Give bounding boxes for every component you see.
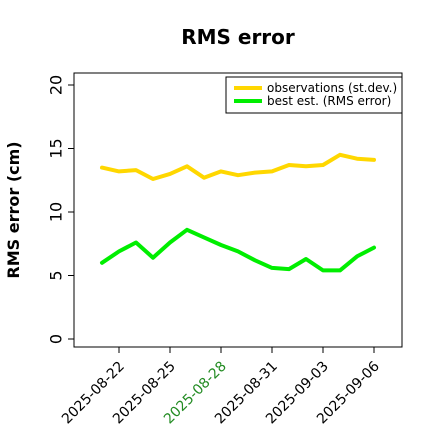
series-lines (100, 152, 376, 273)
legend: observations (st.dev.) best est. (RMS er… (225, 76, 403, 114)
y-tick-label: 15 (47, 138, 66, 158)
chart-title: RMS error (181, 25, 295, 49)
legend-label-best-est: best est. (RMS error) (267, 94, 391, 108)
x-axis: 2025-08-222025-08-252025-08-282025-08-31… (59, 347, 383, 427)
plot-area-frame (73, 72, 403, 348)
y-tick-label: 0 (47, 334, 66, 344)
y-tick-label: 5 (47, 270, 66, 280)
y-tick-label: 20 (47, 75, 66, 95)
legend-label-observations: observations (st.dev.) (267, 81, 397, 95)
y-tick-label: 10 (47, 202, 66, 222)
y-axis: 0 5 10 15 20 (47, 75, 74, 344)
legend-box (225, 76, 403, 114)
y-axis-label: RMS error (cm) (4, 141, 23, 278)
series-line-best-est (100, 227, 376, 273)
series-line-observations (100, 152, 376, 181)
